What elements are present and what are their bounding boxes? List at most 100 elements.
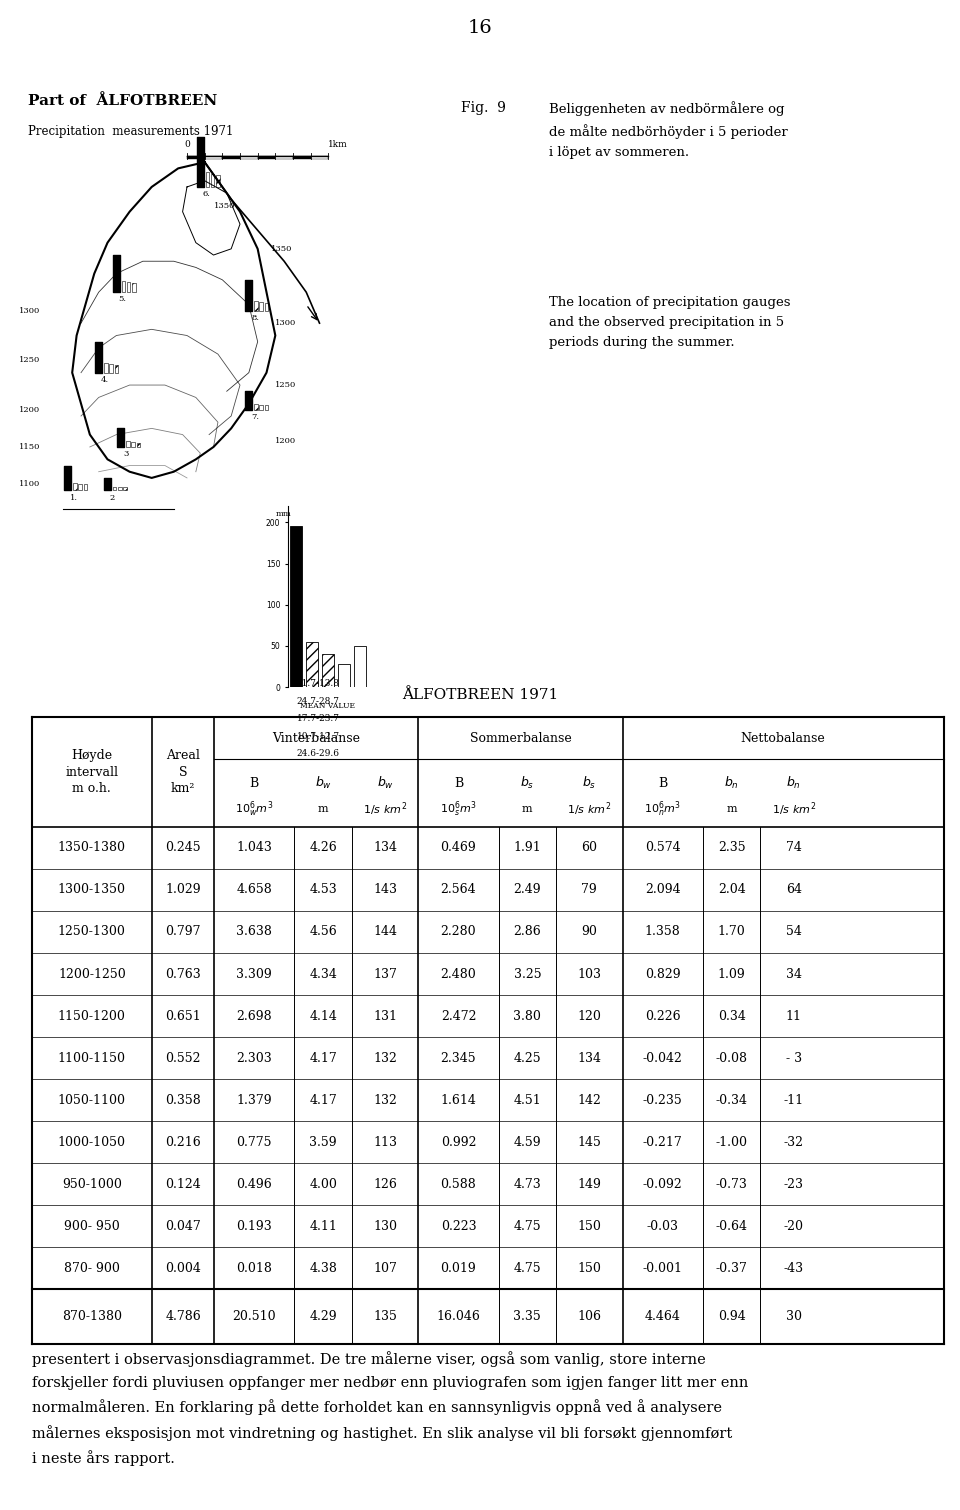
Text: 134: 134 <box>373 841 397 855</box>
Text: 4.51: 4.51 <box>514 1093 541 1107</box>
Text: 74: 74 <box>785 841 802 855</box>
Text: 0.047: 0.047 <box>165 1220 201 1232</box>
Text: Beliggenheten av nedbörmålere og
de målte nedbörhöyder i 5 perioder
i löpet av s: Beliggenheten av nedbörmålere og de målt… <box>549 101 787 159</box>
Text: 2.280: 2.280 <box>441 926 476 939</box>
Text: 130: 130 <box>373 1220 397 1232</box>
Text: 6.: 6. <box>203 190 210 198</box>
Text: 2.472: 2.472 <box>441 1010 476 1022</box>
Text: 126: 126 <box>373 1178 397 1191</box>
Bar <box>338 664 350 687</box>
Text: 0.004: 0.004 <box>165 1262 201 1274</box>
Text: Part of  ÅLFOTBREEN: Part of ÅLFOTBREEN <box>28 94 217 109</box>
Text: -0.08: -0.08 <box>715 1051 748 1065</box>
Text: 0: 0 <box>184 140 190 148</box>
Text: 1350: 1350 <box>271 245 292 252</box>
Text: $1/s\ km^{2}$: $1/s\ km^{2}$ <box>363 800 407 818</box>
Text: 1050-1100: 1050-1100 <box>58 1093 126 1107</box>
Text: 2.86: 2.86 <box>514 926 541 939</box>
Text: 2.303: 2.303 <box>236 1051 272 1065</box>
Text: 3.309: 3.309 <box>236 968 272 980</box>
Text: $b_{n}$: $b_{n}$ <box>786 775 801 791</box>
Text: 17.7-23.7: 17.7-23.7 <box>297 714 340 723</box>
Text: 2.564: 2.564 <box>441 883 476 897</box>
Text: 16: 16 <box>468 18 492 36</box>
Text: 4.17: 4.17 <box>309 1051 337 1065</box>
Text: -0.217: -0.217 <box>643 1136 683 1149</box>
Text: 4.00: 4.00 <box>309 1178 337 1191</box>
Text: $b_{s}$: $b_{s}$ <box>582 775 596 791</box>
Text: 1350-1380: 1350-1380 <box>58 841 126 855</box>
Text: 1250: 1250 <box>276 381 297 390</box>
Text: 0.552: 0.552 <box>165 1051 201 1065</box>
Text: 0.34: 0.34 <box>718 1010 746 1022</box>
Bar <box>353 646 367 687</box>
Text: 0.763: 0.763 <box>165 968 201 980</box>
Text: $b_{s}$: $b_{s}$ <box>520 775 535 791</box>
Text: 4.38: 4.38 <box>309 1262 337 1274</box>
Text: m: m <box>522 805 533 814</box>
Text: 0.775: 0.775 <box>236 1136 272 1149</box>
Text: 0.94: 0.94 <box>718 1311 746 1323</box>
Text: 135: 135 <box>373 1311 397 1323</box>
Text: 24.7-28.7: 24.7-28.7 <box>297 698 340 707</box>
Text: 1250-1300: 1250-1300 <box>58 926 126 939</box>
Text: Fig.  9: Fig. 9 <box>461 101 506 115</box>
Text: 1200-1250: 1200-1250 <box>58 968 126 980</box>
Text: B: B <box>250 776 259 790</box>
Text: 2.35: 2.35 <box>718 841 746 855</box>
Text: 4.17: 4.17 <box>309 1093 337 1107</box>
Text: presentert i observasjonsdiagrammet. De tre målerne viser, også som vanlig, stor: presentert i observasjonsdiagrammet. De … <box>32 1351 748 1466</box>
Text: 0.019: 0.019 <box>441 1262 476 1274</box>
Text: -43: -43 <box>783 1262 804 1274</box>
Text: $10^{6}_{s}m^{3}$: $10^{6}_{s}m^{3}$ <box>440 800 477 818</box>
Text: 1350: 1350 <box>213 201 235 210</box>
Text: $10^{6}_{w}m^{3}$: $10^{6}_{w}m^{3}$ <box>235 800 274 818</box>
Text: $1/s\ km^{2}$: $1/s\ km^{2}$ <box>567 800 612 818</box>
Text: -0.03: -0.03 <box>647 1220 679 1232</box>
Text: 1100: 1100 <box>19 480 40 488</box>
Text: 1300-1350: 1300-1350 <box>58 883 126 897</box>
Text: 31.7-13.8: 31.7-13.8 <box>297 680 340 689</box>
Text: 1300: 1300 <box>276 319 297 328</box>
Text: 20.510: 20.510 <box>232 1311 276 1323</box>
Text: 1.91: 1.91 <box>514 841 541 855</box>
Text: -23: -23 <box>783 1178 804 1191</box>
Text: 2.04: 2.04 <box>718 883 746 897</box>
Text: 2.698: 2.698 <box>236 1010 272 1022</box>
Text: 4.73: 4.73 <box>514 1178 541 1191</box>
Text: 4.658: 4.658 <box>236 883 272 897</box>
Text: 0.124: 0.124 <box>165 1178 201 1191</box>
Text: 4.34: 4.34 <box>309 968 337 980</box>
Text: 143: 143 <box>373 883 397 897</box>
Text: 3.638: 3.638 <box>236 926 272 939</box>
Text: 132: 132 <box>373 1051 397 1065</box>
Text: 10.7-12.7: 10.7-12.7 <box>297 732 340 741</box>
Text: -0.73: -0.73 <box>716 1178 748 1191</box>
Text: B: B <box>454 776 463 790</box>
Text: 1.70: 1.70 <box>718 926 746 939</box>
Text: 107: 107 <box>373 1262 397 1274</box>
Text: Høyde
intervall
m o.h.: Høyde intervall m o.h. <box>65 749 118 796</box>
Text: 120: 120 <box>577 1010 601 1022</box>
Text: 8.: 8. <box>252 314 259 322</box>
Text: 4.14: 4.14 <box>309 1010 337 1022</box>
Text: m: m <box>318 805 328 814</box>
Text: 4.29: 4.29 <box>309 1311 337 1323</box>
Text: -0.37: -0.37 <box>716 1262 748 1274</box>
Text: 950-1000: 950-1000 <box>62 1178 122 1191</box>
Text: 1.: 1. <box>70 494 78 501</box>
Text: Vinterbalanse: Vinterbalanse <box>273 731 360 744</box>
Text: -32: -32 <box>783 1136 804 1149</box>
Text: 142: 142 <box>577 1093 601 1107</box>
Text: $b_{w}$: $b_{w}$ <box>376 775 394 791</box>
Text: $b_{w}$: $b_{w}$ <box>315 775 331 791</box>
Text: 2.345: 2.345 <box>441 1051 476 1065</box>
Text: 113: 113 <box>373 1136 397 1149</box>
Text: 0.223: 0.223 <box>441 1220 476 1232</box>
Text: -11: -11 <box>783 1093 804 1107</box>
Text: 0.829: 0.829 <box>645 968 681 980</box>
Text: 90: 90 <box>582 926 597 939</box>
Text: 149: 149 <box>577 1178 601 1191</box>
Text: -0.001: -0.001 <box>643 1262 683 1274</box>
Bar <box>290 527 302 687</box>
